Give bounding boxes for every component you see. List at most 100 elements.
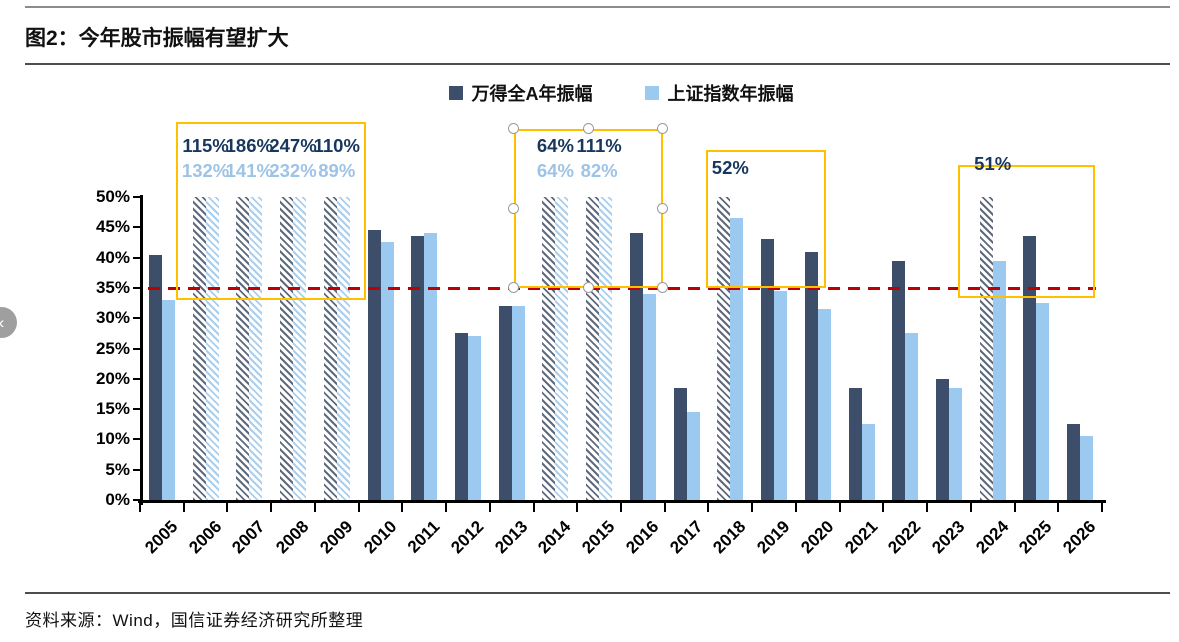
bar-2025-wind-all-a (1023, 236, 1037, 500)
bar-2014-wind-all-a (542, 197, 556, 500)
y-axis-tick (133, 408, 140, 411)
y-tick-label: 5% (105, 459, 130, 479)
bar-2013-wind-all-a (498, 306, 512, 500)
x-axis-tick (1057, 503, 1060, 512)
bar-2023-wind-all-a (935, 378, 949, 500)
x-axis-tick (532, 503, 535, 512)
legend-label-sse: 上证指数年振幅 (667, 84, 794, 104)
bar-2017-sse (686, 412, 700, 500)
y-axis-tick (133, 317, 140, 320)
y-axis-tick (133, 196, 140, 198)
bar-2014-sse (555, 197, 569, 500)
bar-2020-wind-all-a (804, 251, 818, 500)
bar-2019-sse (774, 290, 788, 500)
bar-2007-wind-all-a (236, 197, 250, 500)
annotation-value-2008-dark: 247% (269, 135, 317, 156)
title-divider (25, 63, 1170, 65)
y-tick-label: 25% (95, 338, 130, 358)
bar-2024-sse (992, 260, 1006, 500)
legend-item-wind-all-a: 万得全A年振幅 (448, 80, 593, 106)
bar-2020-sse (817, 309, 831, 500)
annotation-value-2015-light: 82% (580, 160, 618, 181)
chevron-left-icon: ‹ (0, 313, 4, 332)
y-tick-label: 20% (95, 368, 130, 388)
y-tick-label: 40% (95, 247, 130, 267)
selection-handle[interactable] (657, 202, 668, 214)
selection-handle[interactable] (582, 123, 594, 134)
x-axis-tick (401, 503, 404, 512)
selection-handle[interactable] (508, 123, 519, 134)
y-axis-tick (133, 286, 140, 289)
annotation-value-2007-light: 141% (225, 160, 273, 181)
annotation-value-2008-light: 232% (269, 160, 317, 181)
legend-label-wind-all-a: 万得全A年振幅 (471, 84, 593, 104)
annotation-value-2015-dark: 111% (576, 135, 622, 156)
annotation-value-2006-dark: 115% (182, 135, 229, 156)
bar-2016-wind-all-a (629, 233, 643, 500)
bar-2012-sse (467, 336, 481, 500)
x-axis-tick (751, 503, 754, 512)
bar-2011-sse (424, 233, 438, 500)
x-axis-tick (357, 503, 360, 512)
y-axis-tick (133, 226, 140, 229)
annotation-value-2009-light: 89% (318, 160, 356, 181)
x-axis-tick (1101, 503, 1103, 512)
y-axis-line (140, 195, 143, 505)
y-axis-tick (133, 468, 140, 471)
bar-2008-sse (293, 197, 307, 500)
bar-2021-sse (861, 424, 875, 500)
bar-2024-wind-all-a (979, 197, 993, 500)
y-axis-tick (133, 438, 140, 441)
bar-2018-wind-all-a (717, 197, 731, 500)
selection-handle[interactable] (582, 282, 594, 293)
bar-2011-wind-all-a (411, 236, 425, 500)
annotation-value-2014-light: 64% (536, 160, 574, 181)
y-tick-label: 45% (95, 217, 130, 237)
x-axis-tick (226, 503, 229, 512)
selection-handle[interactable] (657, 282, 668, 293)
annotation-value-2014-dark: 64% (536, 135, 574, 156)
bar-2019-wind-all-a (761, 239, 775, 500)
x-axis-tick (707, 503, 710, 512)
x-axis-tick (445, 503, 448, 512)
chart-legend: 万得全A年振幅 上证指数年振幅 (140, 80, 1102, 106)
collapse-panel-button[interactable]: ‹ (0, 307, 17, 338)
annotation-value-2006-light: 132% (181, 160, 230, 181)
legend-item-sse: 上证指数年振幅 (644, 80, 794, 106)
bar-2010-sse (380, 242, 394, 500)
bar-2021-wind-all-a (848, 387, 862, 500)
top-divider (25, 6, 1170, 8)
x-axis-line (138, 500, 1106, 503)
x-axis-tick (313, 503, 316, 512)
y-tick-label: 15% (95, 399, 130, 419)
x-axis-tick (663, 503, 666, 512)
selection-handle[interactable] (508, 282, 519, 293)
bar-2005-sse (161, 300, 175, 500)
y-tick-label: 10% (95, 429, 130, 449)
bar-2015-sse (599, 197, 613, 500)
y-tick-label: 30% (95, 308, 130, 328)
annotation-value-2009-dark: 110% (313, 135, 360, 156)
bar-2008-wind-all-a (280, 197, 294, 500)
annotation-box-2006-2009[interactable] (176, 122, 366, 300)
x-axis-tick (838, 503, 841, 512)
bar-2025-sse (1036, 303, 1050, 500)
y-tick-label: 0% (105, 490, 130, 509)
legend-swatch-dark (448, 86, 463, 100)
bar-2023-sse (948, 387, 962, 500)
x-axis-tick (882, 503, 885, 512)
bar-2015-wind-all-a (586, 197, 600, 500)
annotation-value-2007-dark: 186% (225, 135, 273, 156)
annotation-box-2024[interactable] (958, 165, 1095, 298)
x-axis-tick (182, 503, 185, 512)
y-axis-tick (133, 499, 140, 501)
selection-handle[interactable] (508, 202, 519, 214)
selection-handle[interactable] (657, 123, 668, 134)
bar-2005-wind-all-a (148, 254, 162, 500)
annotation-box-2018[interactable] (706, 150, 826, 288)
reference-line-35pct (148, 286, 1096, 290)
bar-2007-sse (249, 197, 263, 500)
legend-swatch-light (644, 86, 659, 100)
